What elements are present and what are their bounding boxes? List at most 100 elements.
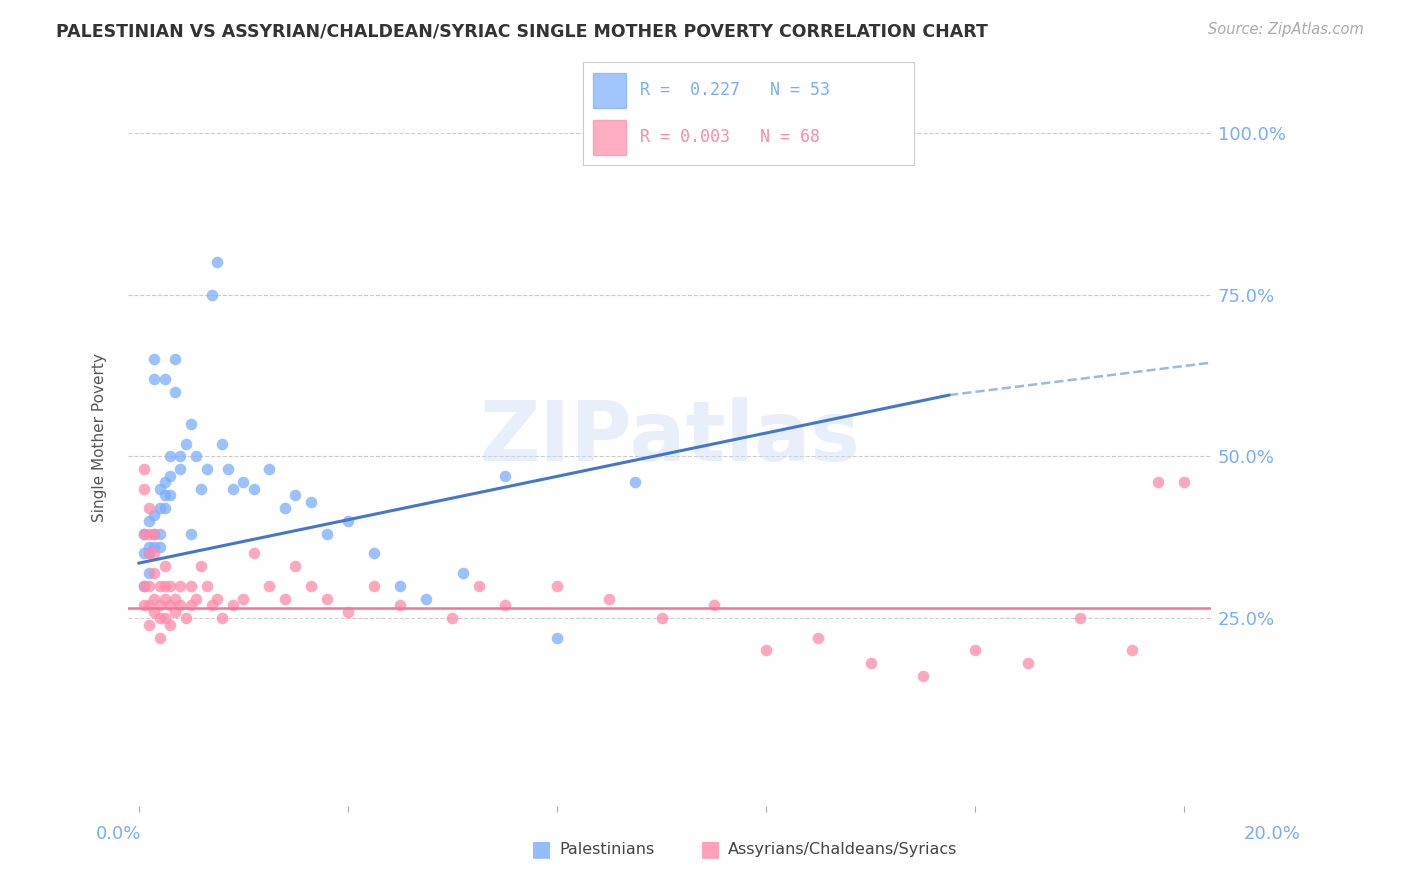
Point [138, 527, 160, 541]
Point [148, 540, 170, 554]
Text: ■: ■ [531, 839, 551, 859]
Point [138, 617, 160, 632]
Point [174, 436, 197, 450]
Point [222, 482, 245, 496]
Bar [593, 73, 627, 108]
Point [186, 591, 208, 606]
Point [180, 527, 202, 541]
Point [598, 591, 620, 606]
Point [143, 527, 166, 541]
Point [153, 591, 176, 606]
Point [259, 579, 281, 593]
Point [148, 482, 170, 496]
Point [153, 501, 176, 516]
Point [467, 579, 489, 593]
Point [180, 417, 202, 432]
Point [138, 598, 160, 612]
Point [336, 514, 359, 528]
Text: 0.0%: 0.0% [96, 825, 141, 843]
Point [143, 540, 166, 554]
Point [755, 643, 778, 657]
Point [159, 579, 181, 593]
Text: ZIPatlas: ZIPatlas [479, 397, 860, 477]
Point [965, 643, 987, 657]
Point [703, 598, 725, 612]
Point [284, 559, 307, 574]
Point [1069, 611, 1091, 625]
Point [1017, 657, 1039, 671]
Point [190, 559, 212, 574]
Point [186, 450, 208, 464]
Point [148, 631, 170, 645]
Point [222, 598, 245, 612]
Point [284, 488, 307, 502]
Point [205, 255, 228, 269]
Point [211, 436, 233, 450]
Point [153, 611, 176, 625]
Point [138, 540, 160, 554]
Y-axis label: Single Mother Poverty: Single Mother Poverty [93, 352, 107, 522]
Point [132, 527, 155, 541]
Point [232, 475, 254, 490]
Point [169, 450, 191, 464]
Point [195, 579, 218, 593]
Point [174, 611, 197, 625]
Point [451, 566, 474, 580]
Point [299, 579, 322, 593]
Point [143, 605, 166, 619]
Point [911, 669, 934, 683]
Point [159, 450, 181, 464]
Point [180, 598, 202, 612]
Bar [593, 120, 627, 155]
Point [859, 657, 882, 671]
Point [363, 546, 385, 560]
Point [159, 617, 181, 632]
Text: ■: ■ [700, 839, 720, 859]
Point [232, 591, 254, 606]
Point [132, 527, 155, 541]
Point [807, 631, 830, 645]
Point [138, 566, 160, 580]
Text: 20.0%: 20.0% [1244, 825, 1301, 843]
Point [165, 384, 187, 399]
Point [169, 462, 191, 476]
Point [274, 501, 297, 516]
Point [153, 579, 176, 593]
Point [159, 488, 181, 502]
Point [138, 546, 160, 560]
Point [143, 527, 166, 541]
Point [148, 598, 170, 612]
Point [143, 372, 166, 386]
Point [159, 598, 181, 612]
Point [242, 482, 264, 496]
Point [132, 546, 155, 560]
Point [211, 611, 233, 625]
Point [195, 462, 218, 476]
Point [1173, 475, 1195, 490]
Point [165, 352, 187, 367]
Point [148, 527, 170, 541]
Point [201, 598, 224, 612]
Point [153, 488, 176, 502]
Point [148, 501, 170, 516]
Point [315, 527, 337, 541]
Point [651, 611, 673, 625]
Point [201, 288, 224, 302]
Point [143, 508, 166, 522]
Text: Source: ZipAtlas.com: Source: ZipAtlas.com [1208, 22, 1364, 37]
Point [153, 475, 176, 490]
Point [148, 579, 170, 593]
Text: Assyrians/Chaldeans/Syriacs: Assyrians/Chaldeans/Syriacs [728, 842, 957, 856]
Point [143, 352, 166, 367]
Point [165, 605, 187, 619]
Text: PALESTINIAN VS ASSYRIAN/CHALDEAN/SYRIAC SINGLE MOTHER POVERTY CORRELATION CHART: PALESTINIAN VS ASSYRIAN/CHALDEAN/SYRIAC … [56, 22, 988, 40]
Point [180, 579, 202, 593]
Point [1147, 475, 1170, 490]
Point [242, 546, 264, 560]
Point [546, 631, 568, 645]
Point [315, 591, 337, 606]
Text: R =  0.227   N = 53: R = 0.227 N = 53 [640, 81, 830, 99]
Point [259, 462, 281, 476]
Point [441, 611, 464, 625]
Point [494, 598, 516, 612]
